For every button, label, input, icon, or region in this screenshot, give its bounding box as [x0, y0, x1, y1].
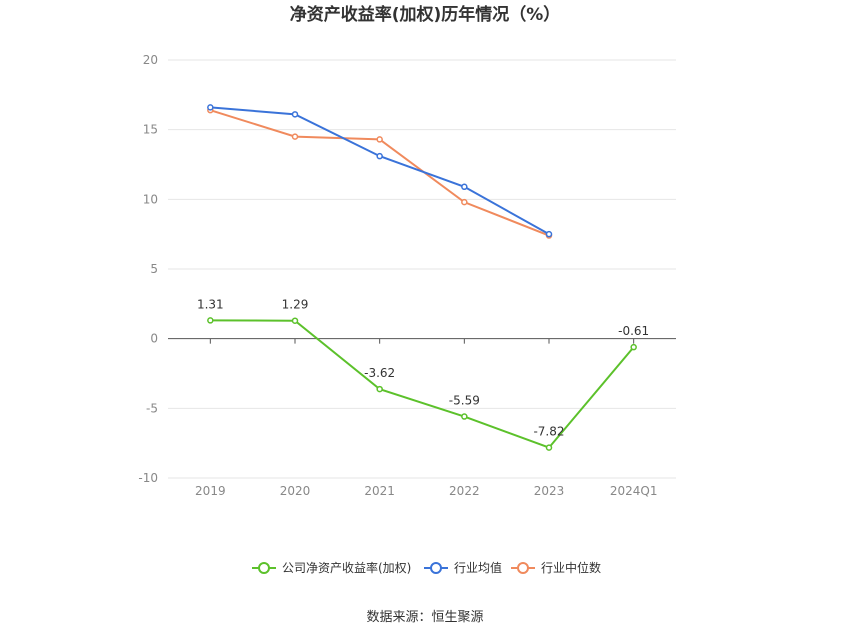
source-note: 数据来源：恒生聚源	[366, 610, 483, 625]
data-point[interactable]	[545, 230, 553, 238]
legend[interactable]: 公司净资产收益率(加权) 行业均值 行业中位数	[252, 560, 601, 575]
data-point[interactable]	[376, 136, 383, 143]
series-line	[210, 319, 635, 449]
data-point[interactable]	[376, 152, 383, 160]
data-point[interactable]	[291, 317, 299, 324]
data-label: 1.29	[282, 298, 309, 312]
legend-label: 行业中位数	[541, 560, 601, 575]
grid	[168, 59, 676, 479]
data-point[interactable]	[545, 444, 553, 451]
y-axis: -10 -5 0 5 10 15 20	[138, 53, 158, 485]
chart-title: 净资产收益率(加权)历年情况（%）	[290, 4, 561, 25]
y-tick-label: -5	[146, 401, 158, 415]
series-0: 1.31 1.29 -3.62 -5.59 -7.82 -0.61	[197, 297, 649, 451]
data-point[interactable]	[376, 385, 383, 393]
series-layer: 1.31 1.29 -3.62 -5.59 -7.82 -0.61	[197, 104, 649, 451]
series-1	[207, 104, 553, 238]
data-point[interactable]	[630, 343, 637, 351]
y-tick-label: 15	[143, 123, 158, 137]
y-tick-label: 20	[143, 53, 158, 67]
legend-marker-icon	[430, 562, 442, 574]
y-tick-label: 5	[150, 262, 158, 276]
x-tick-label: 2024Q1	[610, 484, 658, 498]
data-label: 1.31	[197, 297, 224, 311]
data-point[interactable]	[291, 111, 299, 118]
data-label: -5.59	[449, 394, 480, 408]
data-point[interactable]	[461, 413, 468, 420]
y-tick-label: -10	[138, 471, 158, 485]
data-point[interactable]	[461, 198, 468, 206]
data-label: -0.61	[618, 324, 649, 338]
legend-label: 行业均值	[454, 560, 502, 575]
x-tick-label: 2019	[195, 484, 226, 498]
data-point[interactable]	[291, 133, 299, 140]
x-tick-label: 2021	[364, 484, 395, 498]
series-2	[207, 106, 553, 239]
y-tick-label: 0	[150, 332, 158, 346]
legend-marker-icon	[258, 562, 270, 574]
data-point[interactable]	[461, 183, 468, 191]
data-point[interactable]	[207, 104, 214, 111]
legend-item-0[interactable]: 公司净资产收益率(加权)	[252, 560, 411, 575]
data-label: -3.62	[364, 366, 395, 380]
legend-marker-icon	[517, 562, 529, 574]
legend-label: 公司净资产收益率(加权)	[282, 560, 411, 575]
x-tick-label: 2020	[280, 484, 311, 498]
data-point[interactable]	[207, 317, 214, 324]
y-tick-label: 10	[143, 192, 158, 206]
x-tick-label: 2022	[449, 484, 480, 498]
legend-item-2[interactable]: 行业中位数	[511, 560, 601, 575]
series-line	[210, 109, 550, 237]
x-axis: 2019 2020 2021 2022 2023 2024Q1	[195, 338, 658, 498]
legend-item-1[interactable]: 行业均值	[424, 560, 502, 575]
x-tick-label: 2023	[534, 484, 565, 498]
data-label: -7.82	[533, 425, 564, 439]
